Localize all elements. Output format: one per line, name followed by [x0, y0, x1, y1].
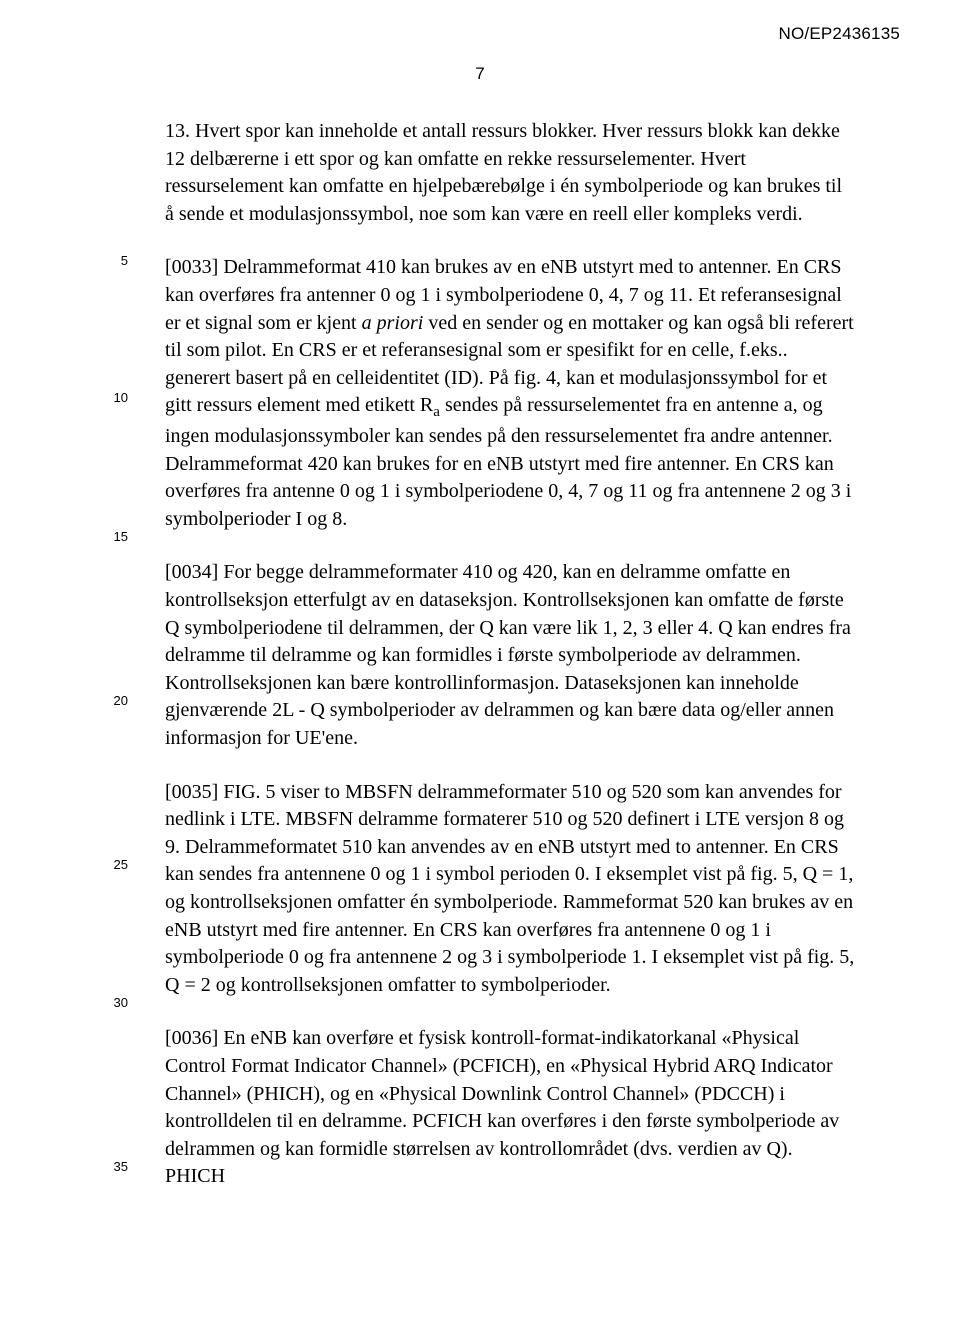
paragraph-0035: [0035] FIG. 5 viser to MBSFN delrammefor…: [165, 779, 855, 1000]
line-number-10: 10: [98, 390, 128, 405]
paragraph-0036: [0036] En eNB kan overføre et fysisk kon…: [165, 1025, 855, 1191]
p0033-subscript: a: [433, 404, 440, 420]
line-number-25: 25: [98, 857, 128, 872]
line-number-30: 30: [98, 995, 128, 1010]
p0033-italic: a priori: [362, 312, 424, 334]
page-container: NO/EP2436135 7 5 10 15 20 25 30 35 13. H…: [0, 0, 960, 1338]
line-number-35: 35: [98, 1159, 128, 1174]
paragraph-0034: [0034] For begge delrammeformater 410 og…: [165, 559, 855, 752]
line-number-5: 5: [98, 253, 128, 268]
document-id: NO/EP2436135: [779, 24, 900, 44]
line-number-15: 15: [98, 529, 128, 544]
content-area: 13. Hvert spor kan inneholde et antall r…: [165, 118, 855, 1217]
paragraph-0033: [0033] Delrammeformat 410 kan brukes av …: [165, 254, 855, 533]
line-number-20: 20: [98, 693, 128, 708]
page-number: 7: [0, 64, 960, 84]
paragraph-13: 13. Hvert spor kan inneholde et antall r…: [165, 118, 855, 228]
